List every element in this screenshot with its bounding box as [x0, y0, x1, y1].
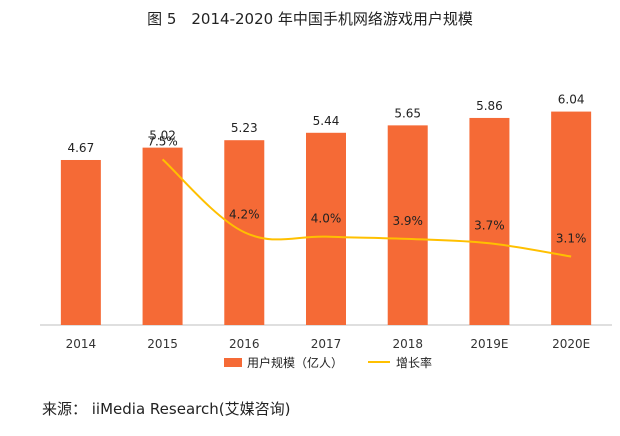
legend-swatch-users [224, 358, 242, 367]
bar-label-2016: 5.23 [231, 121, 258, 135]
bar-label-2014: 4.67 [67, 141, 94, 155]
bar-2015 [142, 147, 183, 325]
growth-rate-line [161, 158, 572, 258]
bar-2019E [469, 117, 510, 326]
growth-label-2015: 7.5% [147, 134, 178, 148]
bar-label-2020E: 6.04 [558, 93, 585, 107]
growth-label-2018: 3.9% [392, 214, 423, 228]
x-tick-2015: 2015 [147, 337, 178, 351]
bar-2020E [551, 111, 592, 325]
bar-label-2019E: 5.86 [476, 99, 503, 113]
legend: 用户规模（亿人） 增长率 [224, 355, 432, 370]
bar-label-2015: 5.02 [149, 129, 176, 143]
x-tick-2019E: 2019E [470, 337, 508, 351]
bar-label-2018: 5.65 [394, 106, 421, 120]
x-tick-2020E: 2020E [552, 337, 590, 351]
source-note: 来源： iiMedia Research(艾媒咨询) [42, 400, 291, 418]
chart-title: 图 5 2014-2020 年中国手机网络游戏用户规模 [147, 10, 473, 28]
legend-label-users: 用户规模（亿人） [247, 355, 343, 370]
growth-label-2016: 4.2% [229, 207, 260, 221]
growth-label-2017: 4.0% [311, 212, 342, 226]
bar-2014 [60, 159, 101, 325]
bar-2018 [387, 125, 428, 325]
x-tick-2018: 2018 [392, 337, 423, 351]
growth-label-2020E: 3.1% [556, 232, 587, 246]
growth-label-2019E: 3.7% [474, 218, 505, 232]
bar-2017 [306, 132, 346, 325]
legend-label-growth: 增长率 [396, 355, 432, 370]
x-tick-2014: 2014 [66, 337, 97, 351]
bar-label-2017: 5.44 [313, 114, 340, 128]
x-tick-2016: 2016 [229, 337, 260, 351]
x-tick-2017: 2017 [311, 337, 342, 351]
